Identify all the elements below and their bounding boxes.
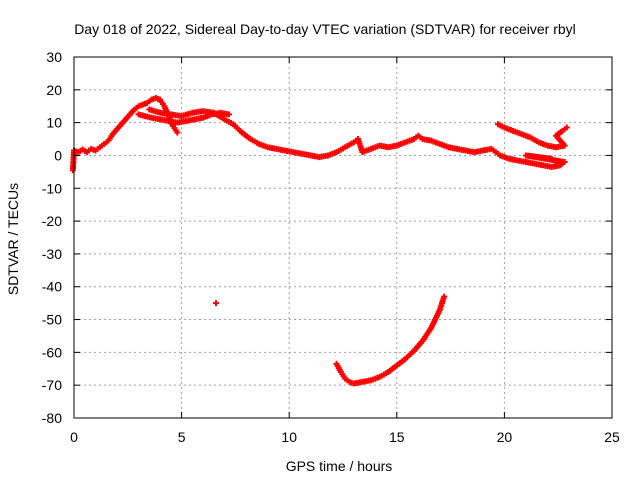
data-points [69, 95, 570, 387]
chart-title: Day 018 of 2022, Sidereal Day-to-day VTE… [74, 21, 576, 37]
series-main-band [69, 95, 568, 174]
y-tick-label: -70 [42, 377, 62, 393]
data-point [225, 111, 232, 118]
x-axis-label: GPS time / hours [286, 458, 393, 474]
y-tick-label: -80 [42, 410, 62, 426]
series-outlier [213, 300, 220, 307]
x-axis-ticks: 0 5 10 15 20 25 [70, 57, 620, 445]
grid-lines [74, 57, 612, 418]
y-tick-label: 0 [54, 147, 62, 163]
data-point [548, 155, 555, 162]
data-point [213, 300, 220, 307]
x-tick-label: 10 [281, 429, 297, 445]
x-tick-label: 20 [497, 429, 513, 445]
x-tick-label: 5 [178, 429, 186, 445]
data-point [441, 293, 448, 300]
x-tick-label: 0 [70, 429, 78, 445]
plot-border [73, 56, 613, 419]
x-tick-label: 15 [389, 429, 405, 445]
y-tick-label: 30 [46, 49, 62, 65]
y-tick-label: -30 [42, 246, 62, 262]
y-tick-label: -20 [42, 213, 62, 229]
y-tick-label: -50 [42, 312, 62, 328]
series-upper-right-arc [494, 121, 570, 151]
series-low-arc [333, 293, 448, 387]
data-point [563, 124, 570, 131]
y-tick-label: 20 [46, 82, 62, 98]
y-tick-label: -60 [42, 344, 62, 360]
y-axis-label: SDTVAR / TECUs [5, 183, 21, 295]
y-tick-label: -10 [42, 180, 62, 196]
data-point [174, 129, 181, 136]
y-tick-label: 10 [46, 115, 62, 131]
x-tick-label: 25 [604, 429, 620, 445]
y-tick-label: -40 [42, 279, 62, 295]
y-axis-ticks: -80 -70 -60 -50 -40 -30 -20 -10 0 10 20 30 [42, 49, 612, 426]
